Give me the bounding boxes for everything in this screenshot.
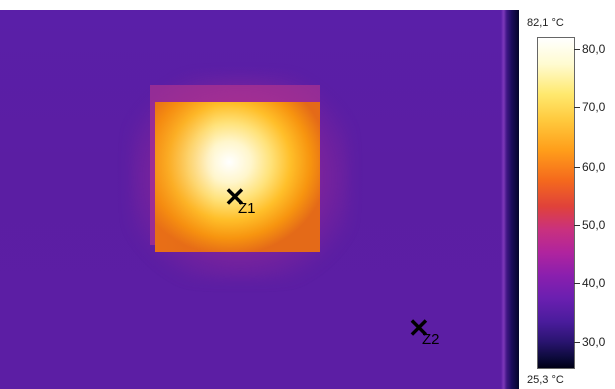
scale-tick [574,225,580,226]
marker-label-z1: Z1 [238,200,256,217]
scale-tick [574,167,580,168]
cold-edge [503,10,519,389]
color-scale-bar [537,37,575,369]
scale-tick [574,107,580,108]
hot-region-shade [155,102,215,252]
scale-tick-label: 70,0 [582,100,606,114]
scale-tick-label: 50,0 [582,218,606,232]
measurement-marker-z1[interactable]: ✕ Z1 [224,184,264,224]
measurement-marker-z2[interactable]: ✕ Z2 [408,315,448,355]
scale-tick-label: 30,0 [582,335,606,349]
scale-tick-label: 80,0 [582,42,606,56]
crosshair-icon: ✕ [224,182,246,212]
scale-tick [574,283,580,284]
marker-label-z2: Z2 [422,331,440,348]
thermal-image: ✕ Z1 ✕ Z2 [0,10,519,389]
scale-tick [574,49,580,50]
hot-region [155,102,320,252]
scale-tick [574,342,580,343]
scale-tick-label: 40,0 [582,276,606,290]
scale-min-label: 25,3 °C [527,374,564,386]
crosshair-icon: ✕ [408,313,430,343]
scale-max-label: 82,1 °C [527,17,564,29]
scale-tick-label: 60,0 [582,160,606,174]
